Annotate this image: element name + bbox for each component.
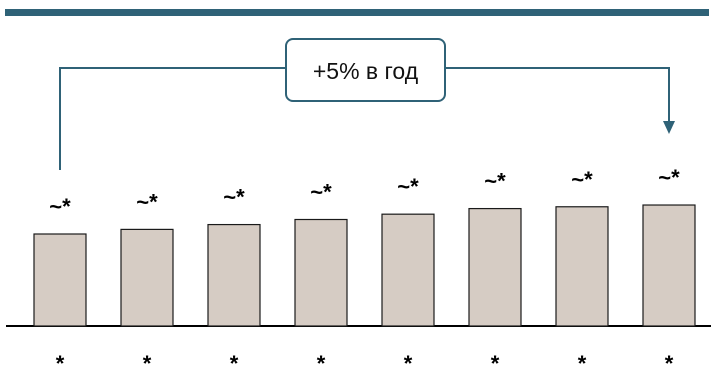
x-tick-label-8: * [665, 351, 674, 369]
bar-value-label-7: ~* [571, 167, 593, 192]
bar-2 [120, 228, 174, 327]
growth-arrow-line-right [445, 67, 670, 122]
x-tick-label-6: * [491, 351, 500, 369]
bar-value-label-4: ~* [310, 180, 332, 205]
bar-4 [294, 218, 348, 327]
bar-5 [381, 213, 435, 327]
bar-value-label-2: ~* [136, 189, 158, 214]
x-tick-label-7: * [578, 351, 587, 369]
x-tick-label-3: * [230, 351, 239, 369]
x-tick-label-1: * [56, 351, 65, 369]
growth-arrow-line [59, 67, 286, 170]
bar-value-label-6: ~* [484, 169, 506, 194]
x-tick-label-2: * [143, 351, 152, 369]
bar-8 [642, 204, 696, 327]
bar-3 [207, 223, 261, 327]
bar-7 [555, 206, 609, 327]
bar-value-label-8: ~* [658, 165, 680, 190]
bar-6 [468, 207, 522, 327]
bar-value-label-3: ~* [223, 185, 245, 210]
top-rule [5, 9, 709, 16]
growth-arrow-head [663, 121, 675, 134]
x-axis-labels-group: * * * * * * * * [56, 351, 674, 369]
bar-1 [33, 233, 87, 327]
bar-value-label-1: ~* [49, 194, 71, 219]
value-labels-group: ~* ~* ~* ~* ~* ~* ~* ~* [49, 165, 680, 219]
x-tick-label-5: * [404, 351, 413, 369]
bar-value-label-5: ~* [397, 174, 419, 199]
callout-text: +5% в год [313, 58, 419, 84]
x-tick-label-4: * [317, 351, 326, 369]
bars-group [33, 204, 696, 327]
callout-box [285, 38, 446, 102]
